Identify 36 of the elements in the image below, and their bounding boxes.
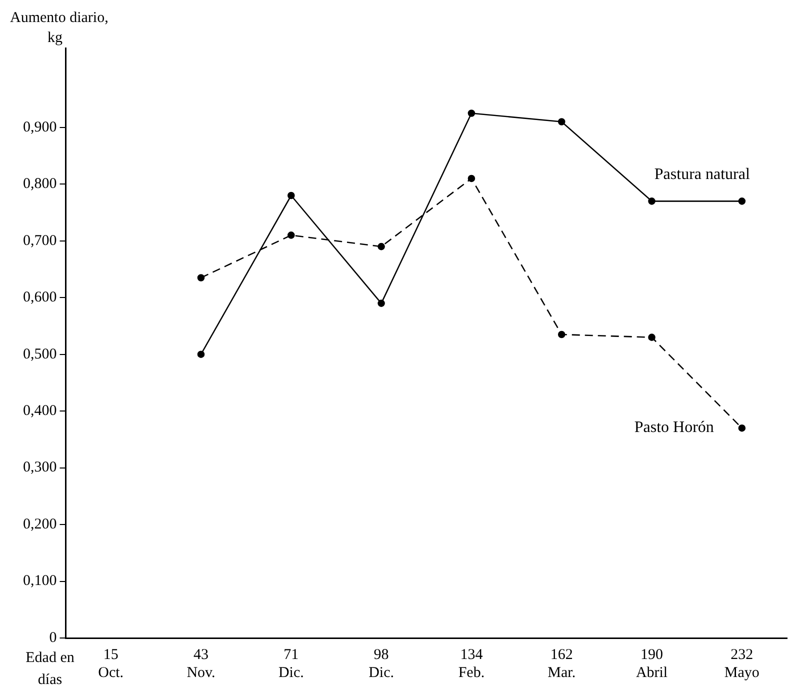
x-tick-label: 162 Mar. (548, 646, 576, 681)
y-tick-label: 0,300 (23, 460, 57, 476)
point (648, 198, 656, 205)
x-tick-label: 15 Oct. (98, 646, 124, 681)
y-tick-label: 0,900 (23, 119, 57, 136)
y-tick-label: 0,400 (23, 403, 57, 420)
x-tick-label: 98 Dic. (368, 646, 394, 681)
x-tick-label: 134 Feb. (458, 646, 485, 681)
y-tick-label: 0,500 (23, 346, 57, 362)
y-tick-label: 0,700 (23, 232, 57, 249)
y-tick-label: 0,800 (23, 176, 57, 192)
x-tick-label: 232 Mayo (724, 646, 760, 681)
point (378, 300, 385, 307)
point (648, 334, 656, 341)
point (287, 232, 295, 239)
series-label: Pasto Horón (634, 419, 714, 436)
point (197, 350, 205, 358)
y-tick-label: 0,600 (23, 290, 57, 306)
point (558, 330, 566, 338)
point (468, 110, 476, 117)
point (378, 242, 385, 250)
x-axis-title: Edad en días (26, 650, 75, 688)
y-tick-label: 0 (49, 630, 57, 646)
y-tick-label: 0,200 (23, 516, 57, 532)
x-tick-label: 43 Nov. (186, 646, 216, 681)
x-tick-label: 190 Abril (636, 646, 668, 681)
series-label: Pastura natural (654, 166, 750, 184)
point (558, 118, 566, 126)
y-axis-title: Aumento diario, kg (10, 10, 108, 46)
x-tick-label: 71 Dic. (278, 646, 304, 681)
point (197, 274, 205, 282)
point (738, 198, 746, 205)
point (738, 424, 746, 432)
point (468, 174, 476, 182)
y-tick-label: 0,100 (23, 573, 57, 590)
point (287, 192, 295, 200)
